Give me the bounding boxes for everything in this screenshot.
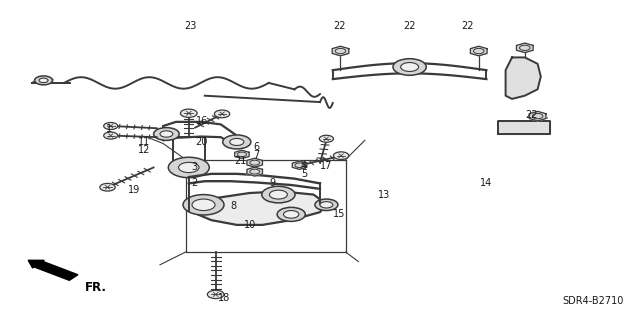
Circle shape bbox=[393, 59, 426, 75]
Text: 7: 7 bbox=[253, 150, 259, 160]
Polygon shape bbox=[247, 158, 262, 167]
Text: 11: 11 bbox=[138, 137, 150, 147]
Text: 20: 20 bbox=[195, 137, 208, 147]
Text: 18: 18 bbox=[218, 293, 230, 303]
Circle shape bbox=[183, 195, 224, 215]
Polygon shape bbox=[529, 111, 546, 121]
FancyArrow shape bbox=[28, 260, 78, 280]
Circle shape bbox=[320, 202, 333, 208]
Text: 23: 23 bbox=[184, 20, 197, 31]
Text: 12: 12 bbox=[138, 145, 150, 155]
Text: 16: 16 bbox=[195, 116, 208, 126]
Text: 1: 1 bbox=[106, 124, 112, 134]
Text: 9: 9 bbox=[269, 178, 275, 189]
Circle shape bbox=[223, 135, 251, 149]
Circle shape bbox=[154, 128, 179, 140]
Text: 21: 21 bbox=[234, 156, 246, 166]
Text: 17: 17 bbox=[320, 161, 333, 171]
Circle shape bbox=[192, 199, 215, 211]
Text: 6: 6 bbox=[253, 142, 259, 152]
Circle shape bbox=[39, 78, 48, 83]
Text: 22: 22 bbox=[333, 20, 346, 31]
Text: 3: 3 bbox=[191, 162, 197, 173]
Text: 19: 19 bbox=[128, 185, 141, 195]
Circle shape bbox=[277, 207, 305, 221]
Circle shape bbox=[35, 76, 52, 85]
Text: 14: 14 bbox=[480, 178, 493, 189]
Circle shape bbox=[207, 290, 224, 299]
Text: 5: 5 bbox=[301, 169, 307, 179]
Circle shape bbox=[168, 157, 209, 178]
Text: 15: 15 bbox=[333, 209, 346, 219]
Text: 4: 4 bbox=[301, 161, 307, 171]
Circle shape bbox=[319, 135, 333, 142]
Text: SDR4-B2710: SDR4-B2710 bbox=[563, 296, 624, 306]
Circle shape bbox=[104, 122, 118, 130]
Polygon shape bbox=[498, 121, 550, 134]
Text: 10: 10 bbox=[243, 220, 256, 230]
Circle shape bbox=[230, 138, 244, 145]
Polygon shape bbox=[332, 46, 349, 56]
Polygon shape bbox=[506, 57, 541, 99]
Circle shape bbox=[160, 131, 173, 137]
Polygon shape bbox=[292, 161, 307, 169]
Polygon shape bbox=[189, 191, 326, 225]
Text: 13: 13 bbox=[378, 189, 390, 200]
Circle shape bbox=[262, 186, 295, 203]
Text: 22: 22 bbox=[461, 20, 474, 31]
Circle shape bbox=[401, 63, 419, 71]
Text: FR.: FR. bbox=[84, 281, 106, 294]
Text: 8: 8 bbox=[230, 201, 237, 211]
Circle shape bbox=[333, 152, 349, 160]
Circle shape bbox=[100, 183, 115, 191]
Polygon shape bbox=[235, 150, 249, 159]
Circle shape bbox=[214, 110, 230, 118]
Text: 22: 22 bbox=[525, 110, 538, 120]
Polygon shape bbox=[516, 43, 533, 53]
Polygon shape bbox=[470, 46, 487, 56]
Circle shape bbox=[269, 190, 287, 199]
Circle shape bbox=[180, 109, 197, 117]
Circle shape bbox=[179, 162, 199, 173]
Circle shape bbox=[284, 211, 299, 218]
Circle shape bbox=[104, 132, 118, 139]
Text: 22: 22 bbox=[403, 20, 416, 31]
Text: 2: 2 bbox=[191, 178, 197, 189]
Circle shape bbox=[315, 199, 338, 211]
Polygon shape bbox=[247, 167, 262, 176]
